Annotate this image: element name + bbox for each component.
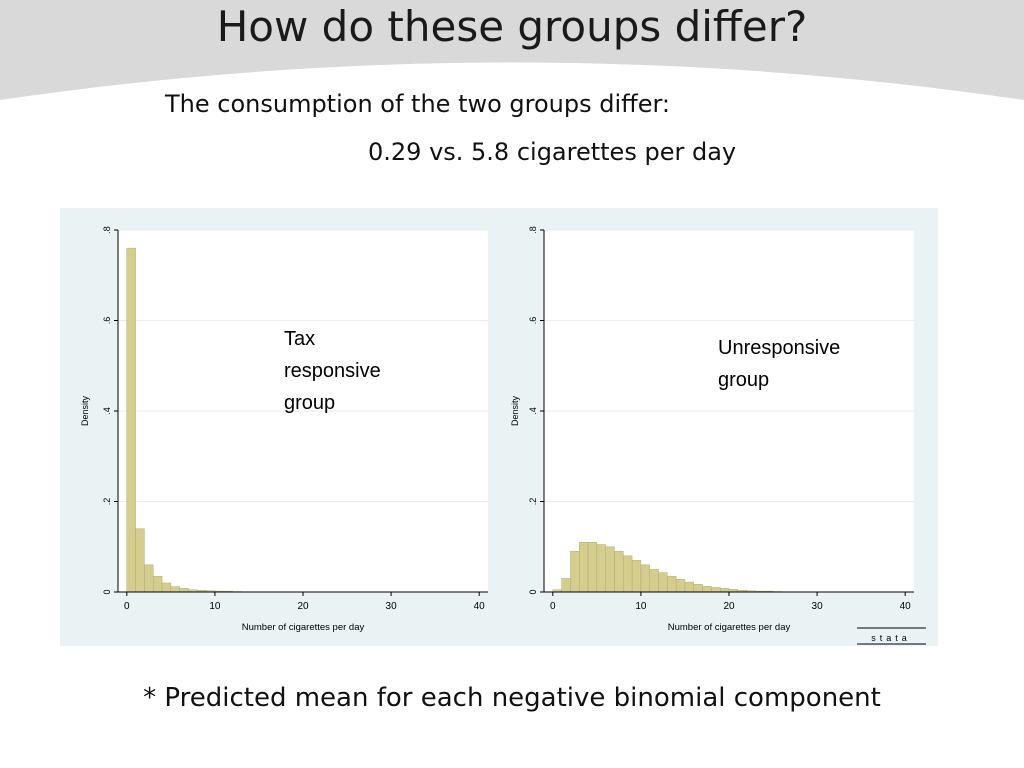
logo-text: stata (871, 633, 911, 643)
histogram-panel-1: 0 .2 .4 .6 .8 0 10 20 30 40 Density Number of cigar… (80, 226, 488, 633)
stata-logo: stata (857, 627, 926, 645)
histogram-bar (684, 581, 694, 593)
histogram-bar (605, 546, 615, 593)
y-tick-label: .4 (528, 407, 538, 415)
x-axis-title: Number of cigarettes per day (242, 622, 365, 633)
y-tick-label: .2 (102, 498, 112, 506)
histogram-panel-2: 0 .2 .4 .6 .8 0 10 20 30 40 Density Number of cigar… (510, 226, 914, 633)
histogram-bar (675, 579, 686, 593)
histogram-bar (719, 588, 730, 593)
histogram-bar (587, 542, 598, 593)
histogram-bar (702, 585, 712, 593)
histogram-bar (693, 584, 703, 593)
histogram-bar (631, 560, 642, 593)
group-annotation: group (718, 369, 769, 391)
slide-title: How do these groups differ? (216, 2, 808, 51)
histogram-bar (579, 542, 589, 593)
header-band (0, 0, 1024, 100)
y-axis-title: Density (510, 395, 520, 426)
histogram-bar (170, 586, 180, 593)
histogram-bar (614, 551, 624, 593)
histogram-bar (658, 572, 668, 593)
x-axis-title: Number of cigarettes per day (668, 622, 791, 633)
y-tick-label: .6 (528, 317, 538, 325)
histogram-bar (153, 575, 163, 593)
x-tick-label: 40 (474, 601, 486, 612)
y-tick-label: .6 (102, 317, 112, 325)
x-tick-label: 20 (297, 601, 309, 612)
histogram-bar (623, 555, 633, 593)
x-tick-label: 20 (723, 601, 735, 612)
histogram-bar (561, 578, 571, 593)
y-tick-label: .4 (102, 407, 112, 415)
group-annotation: Tax (284, 328, 315, 350)
histogram-bar (126, 247, 136, 593)
x-tick-label: 30 (386, 601, 398, 612)
histogram-bar (667, 575, 677, 593)
y-axis-title: Density (80, 395, 90, 426)
y-tick-label: .8 (528, 226, 538, 234)
histogram-figure: 0 .2 .4 .6 .8 0 10 20 30 40 Density Number of cigar… (60, 208, 938, 646)
group-annotation: group (284, 392, 335, 414)
x-tick-label: 30 (812, 601, 824, 612)
y-tick-label: .8 (102, 226, 112, 234)
histogram-bar (649, 569, 659, 593)
histogram-bar (596, 544, 606, 593)
y-tick-label: 0 (102, 589, 112, 594)
group-annotation: responsive (284, 360, 381, 382)
x-tick-label: 0 (550, 601, 556, 612)
x-tick-label: 10 (635, 601, 647, 612)
histogram-bar (144, 564, 154, 593)
y-tick-label: 0 (528, 589, 538, 594)
x-tick-label: 40 (900, 601, 912, 612)
histogram-bar (135, 528, 145, 593)
histogram-bar (711, 587, 721, 593)
histogram-bar (161, 582, 172, 593)
group-annotation: Unresponsive (718, 337, 840, 359)
footnote: * Predicted mean for each negative binom… (143, 683, 881, 713)
subtitle-line-2: 0.29 vs. 5.8 cigarettes per day (368, 138, 737, 166)
x-tick-label: 10 (209, 601, 221, 612)
x-tick-label: 0 (124, 601, 130, 612)
y-tick-label: .2 (528, 498, 538, 506)
subtitle-line-1: The consumption of the two groups differ… (165, 90, 670, 118)
histogram-bar (179, 588, 189, 593)
histogram-bar (570, 551, 580, 593)
histogram-bar (640, 564, 650, 593)
